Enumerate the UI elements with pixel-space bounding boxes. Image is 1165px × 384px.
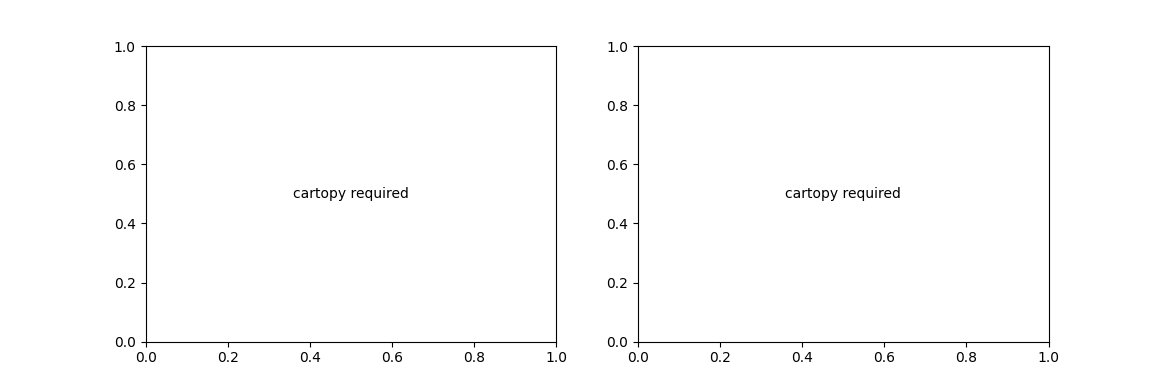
Text: cartopy required: cartopy required <box>785 187 902 201</box>
Text: cartopy required: cartopy required <box>292 187 409 201</box>
